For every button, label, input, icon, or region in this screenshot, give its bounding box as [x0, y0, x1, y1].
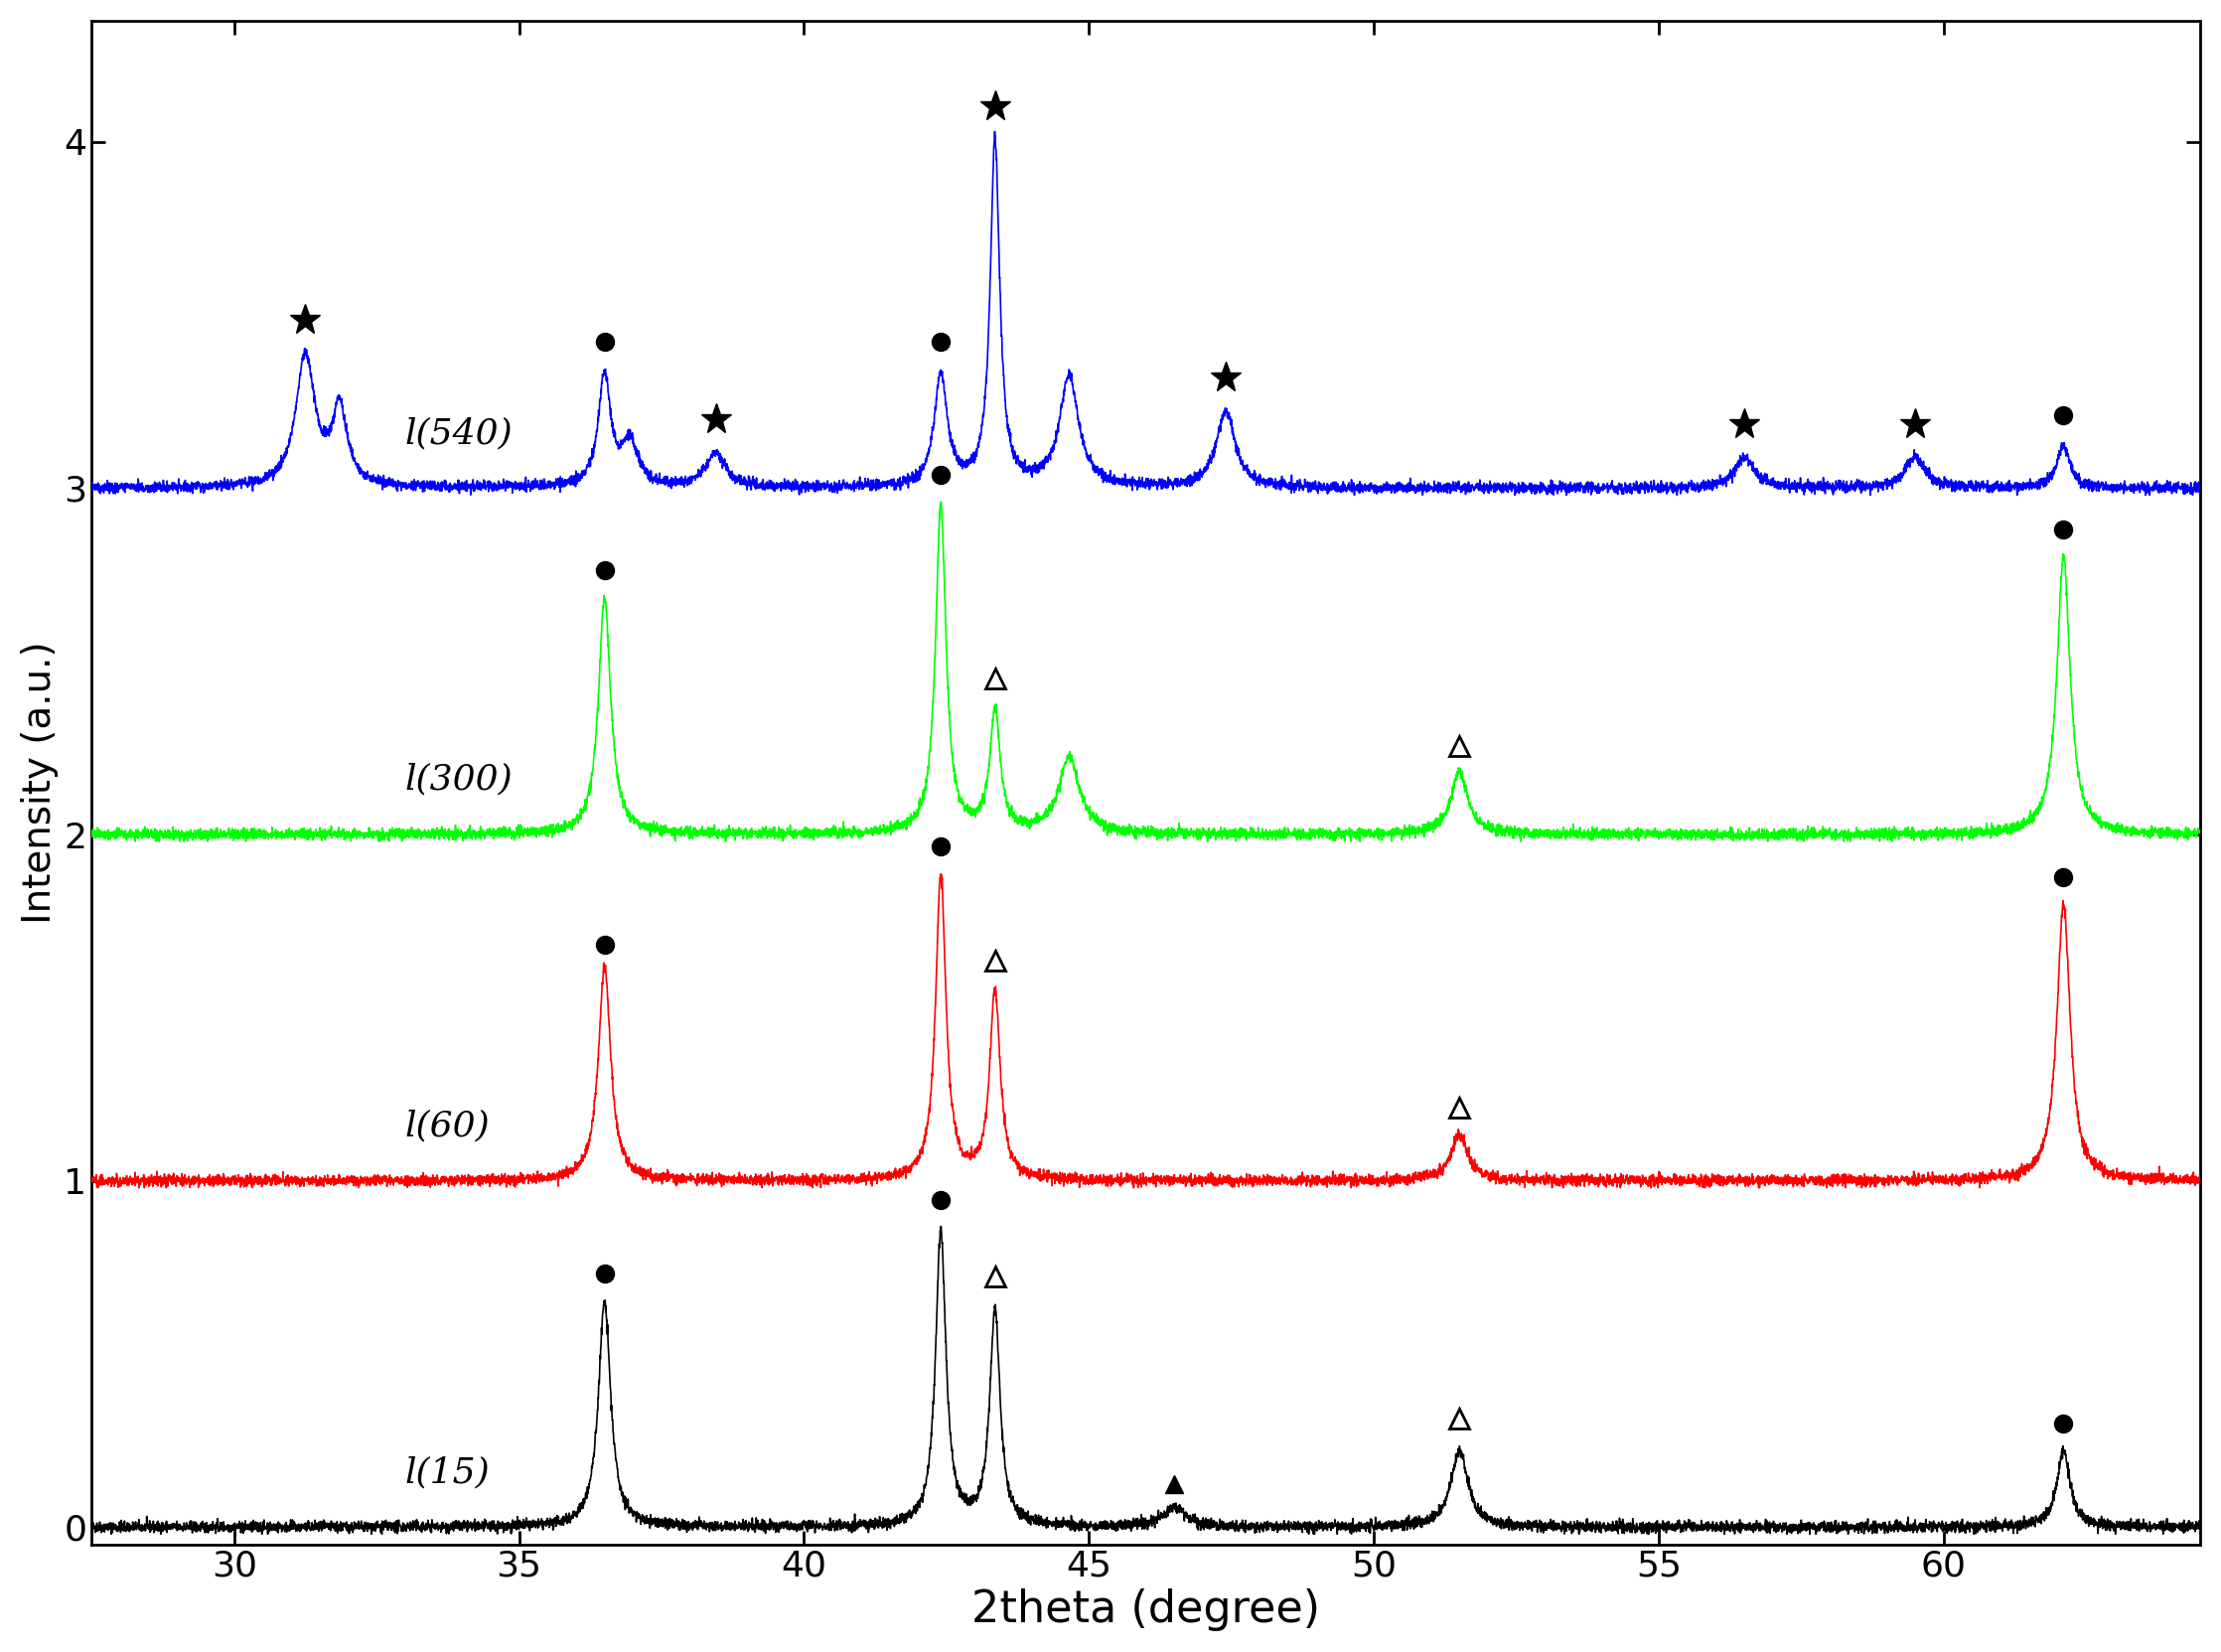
- Y-axis label: Intensity (a.u.): Intensity (a.u.): [20, 641, 58, 923]
- Text: l(60): l(60): [404, 1108, 491, 1143]
- Text: l(540): l(540): [404, 416, 513, 449]
- X-axis label: 2theta (degree): 2theta (degree): [971, 1589, 1319, 1631]
- Text: l(300): l(300): [404, 763, 513, 796]
- Text: l(15): l(15): [404, 1455, 491, 1488]
